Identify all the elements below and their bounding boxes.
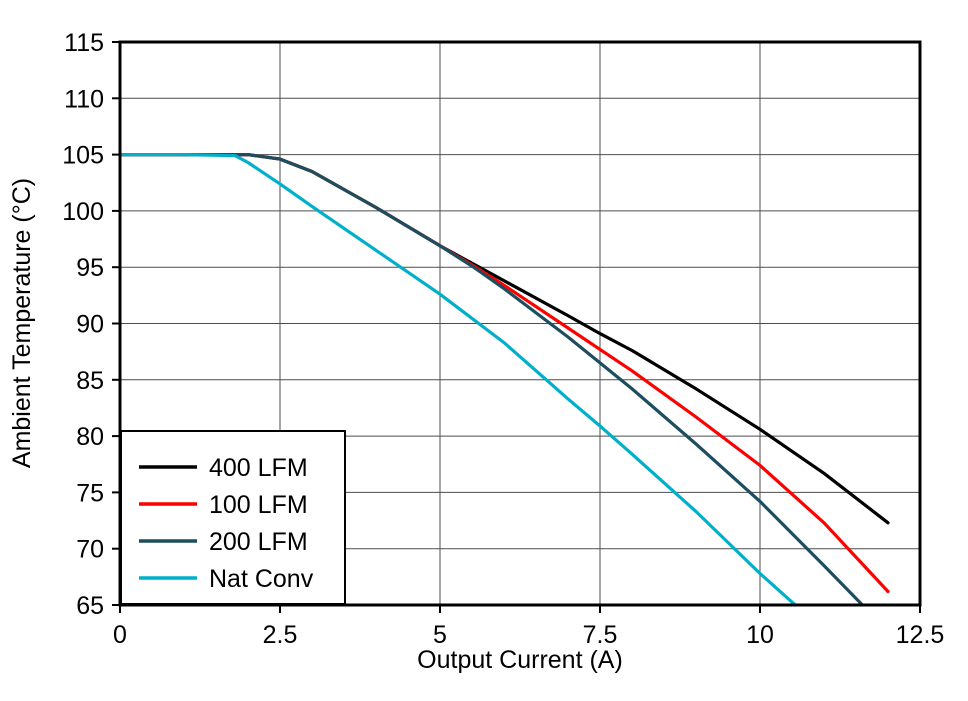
legend-label-nat-conv: Nat Conv bbox=[209, 565, 314, 593]
series-group bbox=[120, 153, 890, 605]
y-tick-label: 65 bbox=[76, 592, 104, 620]
series-line-nat-conv bbox=[120, 153, 797, 605]
y-tick-label: 85 bbox=[76, 367, 104, 395]
legend: 400 LFM 100 LFM 200 LFM Nat Conv bbox=[120, 430, 346, 605]
legend-label-200-lfm: 200 LFM bbox=[209, 528, 308, 556]
x-tick-label: 0 bbox=[113, 621, 127, 649]
legend-box bbox=[120, 430, 346, 605]
x-tick-label: 10 bbox=[746, 621, 774, 649]
y-tick-label: 70 bbox=[76, 536, 104, 564]
y-tick-label: 75 bbox=[76, 479, 104, 507]
legend-label-100-lfm: 100 LFM bbox=[209, 491, 308, 519]
series-line-200-lfm bbox=[120, 153, 865, 605]
y-tick-label: 115 bbox=[64, 29, 104, 57]
y-tick-label: 80 bbox=[76, 423, 104, 451]
legend-label-400-lfm: 400 LFM bbox=[209, 454, 308, 482]
y-tick-label: 95 bbox=[76, 254, 104, 282]
x-tick-label: 7.5 bbox=[583, 621, 618, 649]
y-tick-label: 110 bbox=[64, 85, 104, 113]
plot-area: 0 2.5 5 7.5 10 12.5 65 70 75 80 85 90 95 100 105 110 115… bbox=[62, 29, 944, 649]
y-tick-label: 100 bbox=[62, 198, 104, 226]
x-axis-title: Output Current (A) bbox=[417, 646, 623, 674]
y-axis-title: Ambient Temperature (°C) bbox=[8, 178, 36, 468]
y-tick-label: 105 bbox=[62, 142, 104, 170]
y-tick-label: 90 bbox=[76, 311, 104, 339]
x-tick-label: 12.5 bbox=[896, 621, 945, 649]
x-tick-label: 5 bbox=[433, 621, 447, 649]
x-tick-label: 2.5 bbox=[263, 621, 298, 649]
